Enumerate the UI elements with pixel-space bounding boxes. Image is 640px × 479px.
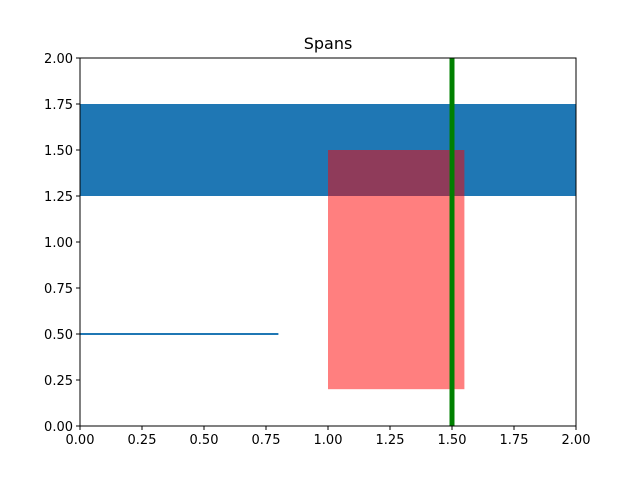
x-tick-label: 2.00 — [562, 433, 591, 448]
y-tick-label: 2.00 — [44, 52, 73, 67]
plot-area — [80, 58, 576, 426]
y-tick-label: 0.00 — [44, 420, 73, 435]
y-tick-label: 0.25 — [44, 374, 73, 389]
y-tick-label: 0.75 — [44, 282, 73, 297]
y-tick-label: 1.50 — [44, 144, 73, 159]
vertical-span — [328, 150, 465, 390]
chart-title: Spans — [304, 34, 353, 53]
x-tick-label: 0.50 — [190, 433, 219, 448]
y-tick-label: 1.75 — [44, 98, 73, 113]
y-tick-label: 1.25 — [44, 190, 73, 205]
axes: 0.00 0.25 0.50 0.75 1.00 1.25 1.50 1.75 2.00 0.00… — [44, 52, 590, 448]
x-tick-label: 1.75 — [500, 433, 529, 448]
y-tick-label: 1.00 — [44, 236, 73, 251]
x-tick-label: 1.00 — [314, 433, 343, 448]
x-tick-label: 1.50 — [438, 433, 467, 448]
x-tick-label: 1.25 — [376, 433, 405, 448]
x-tick-label: 0.25 — [128, 433, 157, 448]
x-tick-label: 0.00 — [66, 433, 95, 448]
y-tick-label: 0.50 — [44, 328, 73, 343]
x-tick-label: 0.75 — [252, 433, 281, 448]
